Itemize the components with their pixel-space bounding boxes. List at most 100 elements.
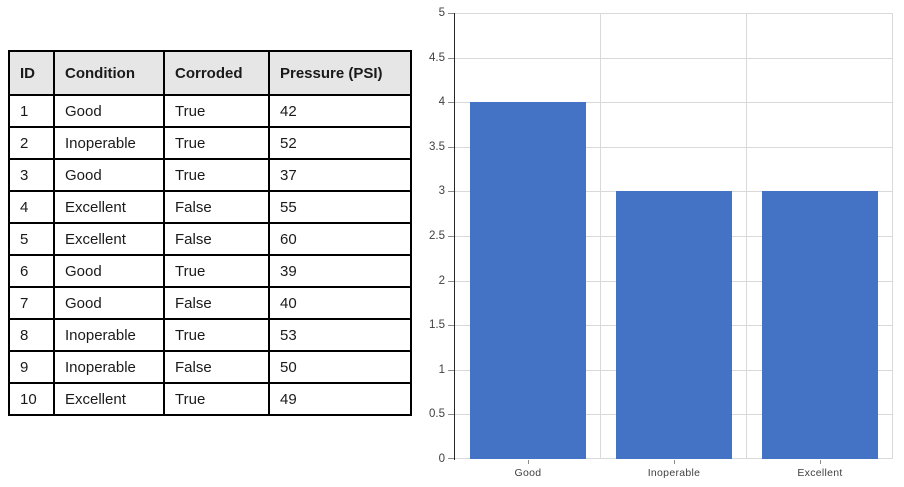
table-cell: 5 — [8, 222, 55, 256]
table-cell: True — [163, 254, 270, 288]
table-cell: Inoperable — [53, 350, 165, 384]
table-cell: False — [163, 350, 270, 384]
y-axis-tick — [448, 102, 454, 104]
y-axis-tick — [448, 191, 454, 193]
x-gridline — [746, 13, 747, 459]
table-row: 10 Excellent True 49 — [8, 382, 412, 416]
table-row: 3 Good True 37 — [8, 158, 412, 192]
y-axis-label: 2.5 — [429, 230, 445, 242]
condition-count-bar-chart: 0 0.5 1 1.5 2 2.5 3 3.5 4 4.5 5 Good Inoperable Excel… — [420, 0, 904, 487]
y-axis-label: 4 — [438, 96, 445, 109]
y-axis-label: 1.5 — [429, 319, 445, 332]
y-axis-label: 1 — [438, 363, 445, 376]
table-cell: 39 — [268, 254, 412, 288]
table-cell: Excellent — [53, 222, 165, 256]
table-cell: False — [163, 190, 270, 224]
y-axis-line — [454, 13, 455, 460]
table-cell: True — [163, 382, 270, 416]
y-axis-label: 3.5 — [429, 140, 445, 153]
table-cell: True — [163, 126, 270, 160]
y-axis-label: 4.5 — [429, 51, 445, 64]
x-axis-tick — [528, 460, 529, 464]
table-cell: Inoperable — [53, 318, 165, 352]
y-axis-label: 0 — [438, 453, 445, 465]
y-axis-tick — [448, 458, 454, 459]
y-axis-tick — [448, 146, 454, 148]
table-cell: True — [163, 158, 270, 192]
pipe-data-table: ID Condition Corroded Pressure (PSI) 1 Good T… — [8, 50, 412, 416]
table-row: 2 Inoperable True 52 — [8, 126, 412, 160]
bar-inoperable — [615, 191, 733, 459]
table-cell: True — [163, 94, 270, 128]
table-row: 1 Good True 42 — [8, 94, 412, 128]
table-cell: 4 — [8, 190, 55, 224]
table-cell: 3 — [8, 158, 55, 192]
y-gridline — [455, 102, 893, 104]
y-axis-tick — [448, 57, 454, 59]
y-gridline — [455, 146, 893, 148]
column-header: Corroded — [163, 50, 270, 96]
table-cell: Good — [53, 158, 165, 192]
table-cell: 50 — [268, 350, 412, 384]
table-header: ID Condition Corroded Pressure (PSI) — [8, 50, 412, 96]
bar-good — [469, 102, 587, 459]
table-cell: 49 — [268, 382, 412, 416]
table-row: 9 Inoperable False 50 — [8, 350, 412, 384]
y-axis-tick — [448, 236, 454, 237]
y-axis-tick — [448, 325, 454, 327]
y-axis-label: 3 — [438, 185, 445, 198]
table-cell: Good — [53, 94, 165, 128]
x-axis-tick — [820, 460, 821, 464]
table-cell: 7 — [8, 286, 55, 320]
y-axis-tick — [448, 280, 454, 282]
table-header-row: ID Condition Corroded Pressure (PSI) — [8, 50, 412, 96]
bar-excellent — [761, 191, 879, 459]
table-row: 5 Excellent False 60 — [8, 222, 412, 256]
table-cell: False — [163, 222, 270, 256]
table-cell: 42 — [268, 94, 412, 128]
table-cell: 55 — [268, 190, 412, 224]
y-gridline — [455, 57, 893, 59]
table-row: 7 Good False 40 — [8, 286, 412, 320]
x-axis-label: Good — [514, 467, 542, 479]
table-row: 6 Good True 39 — [8, 254, 412, 288]
table-cell: 40 — [268, 286, 412, 320]
column-header: Condition — [53, 50, 165, 96]
plot-area: 0 0.5 1 1.5 2 2.5 3 3.5 4 4.5 5 Good Inoperable Excel… — [429, 7, 893, 479]
table-cell: False — [163, 286, 270, 320]
table-cell: 53 — [268, 318, 412, 352]
x-axis-label: Inoperable — [647, 467, 701, 479]
y-axis-tick — [448, 369, 454, 371]
x-axis-tick — [674, 460, 675, 464]
table-cell: 9 — [8, 350, 55, 384]
table-cell: 1 — [8, 94, 55, 128]
table-cell: Good — [53, 286, 165, 320]
x-gridline — [892, 13, 893, 459]
table-cell: 8 — [8, 318, 55, 352]
table-cell: 52 — [268, 126, 412, 160]
table-cell: Good — [53, 254, 165, 288]
table-cell: 37 — [268, 158, 412, 192]
table-cell: Excellent — [53, 190, 165, 224]
table-cell: 10 — [8, 382, 55, 416]
table-row: 4 Excellent False 55 — [8, 190, 412, 224]
table-cell: 60 — [268, 222, 412, 256]
column-header: Pressure (PSI) — [268, 50, 412, 96]
table-cell: Inoperable — [53, 126, 165, 160]
y-axis-label: 2 — [438, 274, 445, 287]
column-header: ID — [8, 50, 55, 96]
table-cell: True — [163, 318, 270, 352]
x-axis-label: Excellent — [797, 467, 843, 479]
table-cell: 2 — [8, 126, 55, 160]
y-axis-tick — [448, 13, 454, 14]
y-axis-label: 0.5 — [429, 408, 445, 421]
y-gridline — [455, 13, 893, 14]
table-cell: Excellent — [53, 382, 165, 416]
y-axis-label: 5 — [438, 7, 445, 19]
y-axis-tick — [448, 414, 454, 416]
table-cell: 6 — [8, 254, 55, 288]
table-body: 1 Good True 42 2 Inoperable True 52 3 Good True 37 4… — [8, 94, 412, 416]
table-row: 8 Inoperable True 53 — [8, 318, 412, 352]
x-gridline — [600, 13, 601, 459]
